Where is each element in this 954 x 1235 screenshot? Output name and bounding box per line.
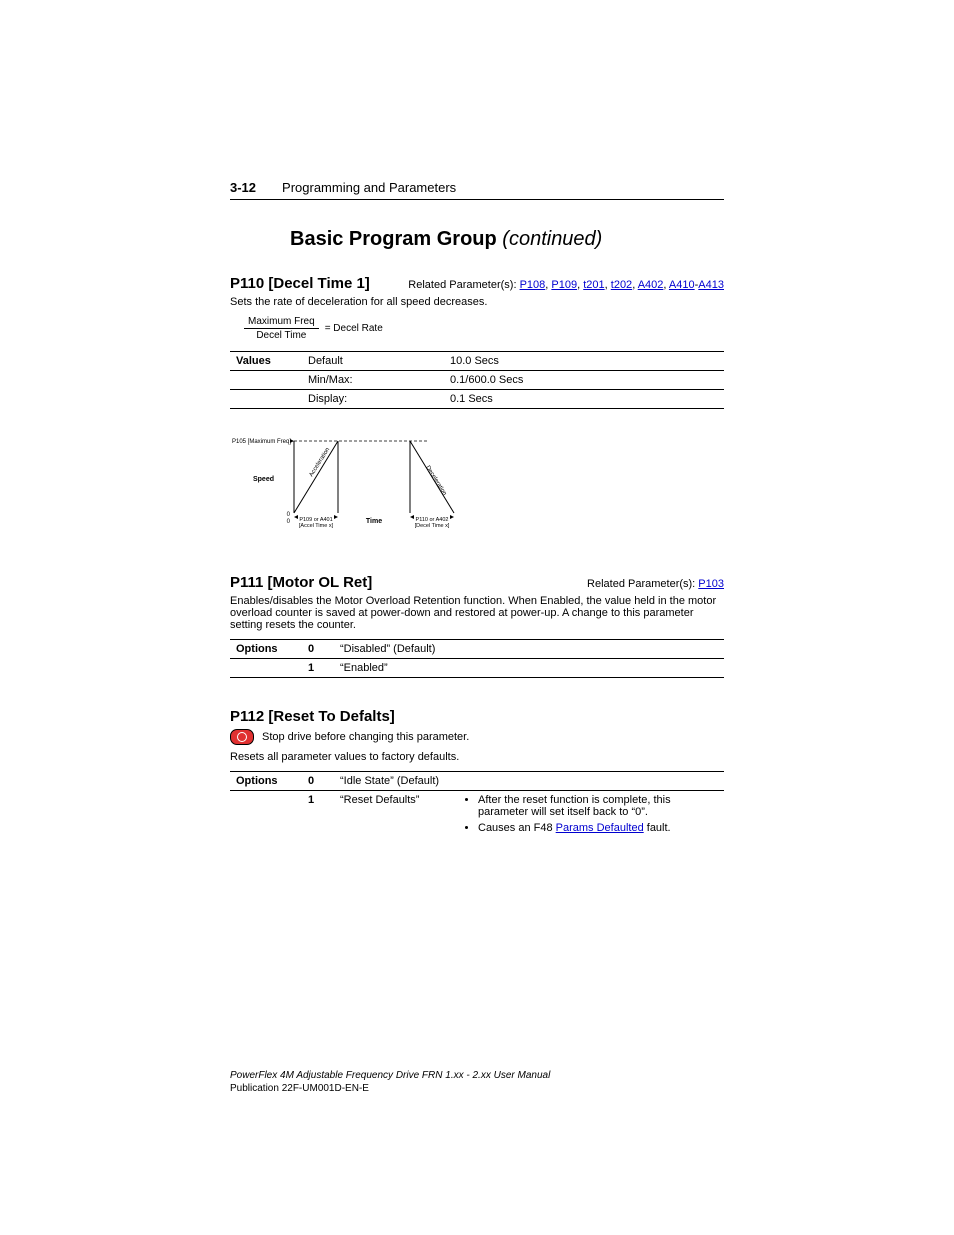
p112-bullet2-post: fault. [644, 822, 671, 834]
p110-row1-val: 0.1/600.0 Secs [444, 371, 724, 390]
p111-row1-v: “Enabled” [334, 659, 724, 678]
p110-formula: Maximum Freq Decel Time = Decel Rate [244, 316, 724, 341]
p110-link-p109[interactable]: P109 [551, 279, 577, 291]
p112-bullet2: Causes an F48 Params Defaulted fault. [478, 822, 718, 834]
diagram-accel-label: Acceleration [309, 447, 332, 478]
page: 3-12 Programming and Parameters Basic Pr… [0, 0, 954, 1235]
p110-link-t201[interactable]: t201 [583, 279, 604, 291]
page-number: 3-12 [230, 180, 256, 195]
p110-row0-val: 10.0 Secs [444, 352, 724, 371]
p111-row1-n: 1 [302, 659, 334, 678]
p110-title: P110 [Decel Time 1] [230, 275, 370, 292]
p111-row0-n: 0 [302, 640, 334, 659]
svg-text:0: 0 [287, 519, 291, 525]
section-continued: (continued) [502, 228, 602, 250]
table-row: Display: 0.1 Secs [230, 390, 724, 409]
p110-frac-bot: Decel Time [252, 329, 310, 341]
p110-fraction: Maximum Freq Decel Time [244, 316, 319, 341]
p110-block: P110 [Decel Time 1] Related Parameter(s)… [230, 275, 724, 538]
p112-options-table: Options 0 “Idle State” (Default) 1 “Rese… [230, 771, 724, 841]
p110-desc: Sets the rate of deceleration for all sp… [230, 296, 724, 308]
p112-bullet1: After the reset function is complete, th… [478, 794, 718, 818]
p110-values-table: Values Default 10.0 Secs Min/Max: 0.1/60… [230, 351, 724, 409]
p110-link-t202[interactable]: t202 [611, 279, 632, 291]
table-row: 1 “Reset Defaults” After the reset funct… [230, 791, 724, 842]
footer-line1: PowerFlex 4M Adjustable Frequency Drive … [230, 1069, 550, 1082]
p112-row0-n: 0 [302, 772, 334, 791]
p111-related-label: Related Parameter(s): [587, 578, 698, 590]
table-row: Values Default 10.0 Secs [230, 352, 724, 371]
diagram-ylabel: Speed [253, 476, 274, 483]
chapter-title: Programming and Parameters [282, 180, 456, 195]
p110-heading-row: P110 [Decel Time 1] Related Parameter(s)… [230, 275, 724, 292]
p110-row1-key: Min/Max: [302, 371, 444, 390]
p111-link-p103[interactable]: P103 [698, 578, 724, 590]
p110-link-a413[interactable]: A413 [698, 279, 724, 291]
p112-title: P112 [Reset To Defalts] [230, 708, 724, 725]
p111-desc: Enables/disables the Motor Overload Rete… [230, 595, 724, 631]
p112-row0-v: “Idle State” (Default) [334, 772, 724, 791]
p110-link-a402[interactable]: A402 [638, 279, 664, 291]
p110-formula-eq: = Decel Rate [325, 323, 383, 334]
p110-related-label: Related Parameter(s): [408, 279, 519, 291]
p110-row2-val: 0.1 Secs [444, 390, 724, 409]
diagram-top-label: P105 [Maximum Freq] [232, 439, 291, 445]
p110-row2-key: Display: [302, 390, 444, 409]
p110-frac-top: Maximum Freq [244, 316, 319, 329]
p111-options-table: Options 0 “Disabled” (Default) 1 “Enable… [230, 639, 724, 678]
p112-row1-v: “Reset Defaults” [334, 791, 456, 842]
p110-values-label: Values [230, 352, 302, 371]
p111-row0-v: “Disabled” (Default) [334, 640, 724, 659]
table-row: Options 0 “Disabled” (Default) [230, 640, 724, 659]
diagram-decel-label: Deceleration [424, 465, 447, 497]
p110-link-a410[interactable]: A410 [669, 279, 695, 291]
p110-row0-key: Default [302, 352, 444, 371]
p112-options-label: Options [230, 772, 302, 791]
p111-title: P111 [Motor OL Ret] [230, 574, 372, 591]
section-title: Basic Program Group (continued) [290, 228, 724, 251]
accel-decel-diagram: Speed P105 [Maximum Freq] 0 0 [230, 423, 500, 533]
p112-row1-n: 1 [302, 791, 334, 842]
p112-bullet2-pre: Causes an F48 [478, 822, 556, 834]
p111-options-label: Options [230, 640, 302, 659]
p110-related: Related Parameter(s): P108, P109, t201, … [408, 279, 724, 291]
p110-diagram: Speed P105 [Maximum Freq] 0 0 [230, 423, 724, 538]
svg-text:[Decel Time x]: [Decel Time x] [415, 523, 450, 529]
page-footer: PowerFlex 4M Adjustable Frequency Drive … [230, 1069, 550, 1095]
table-row: 1 “Enabled” [230, 659, 724, 678]
p111-heading-row: P111 [Motor OL Ret] Related Parameter(s)… [230, 574, 724, 591]
footer-line2: Publication 22F-UM001D-EN-E [230, 1082, 550, 1095]
table-row: Options 0 “Idle State” (Default) [230, 772, 724, 791]
table-row: Min/Max: 0.1/600.0 Secs [230, 371, 724, 390]
p112-warn-text: Stop drive before changing this paramete… [262, 731, 469, 743]
p110-link-p108[interactable]: P108 [520, 279, 546, 291]
p112-row1-details: After the reset function is complete, th… [456, 791, 724, 842]
p112-desc: Resets all parameter values to factory d… [230, 751, 724, 763]
page-header: 3-12 Programming and Parameters [230, 180, 724, 200]
p112-block: P112 [Reset To Defalts] Stop drive befor… [230, 708, 724, 841]
svg-text:0: 0 [287, 512, 291, 518]
section-title-text: Basic Program Group [290, 228, 497, 250]
p112-params-defaulted-link[interactable]: Params Defaulted [556, 822, 644, 834]
svg-text:[Accel Time x]: [Accel Time x] [299, 523, 334, 529]
stop-icon [230, 729, 254, 745]
p112-warning: Stop drive before changing this paramete… [230, 729, 724, 745]
diagram-xlabel: Time [366, 518, 382, 525]
p111-block: P111 [Motor OL Ret] Related Parameter(s)… [230, 574, 724, 678]
p111-related: Related Parameter(s): P103 [587, 578, 724, 590]
